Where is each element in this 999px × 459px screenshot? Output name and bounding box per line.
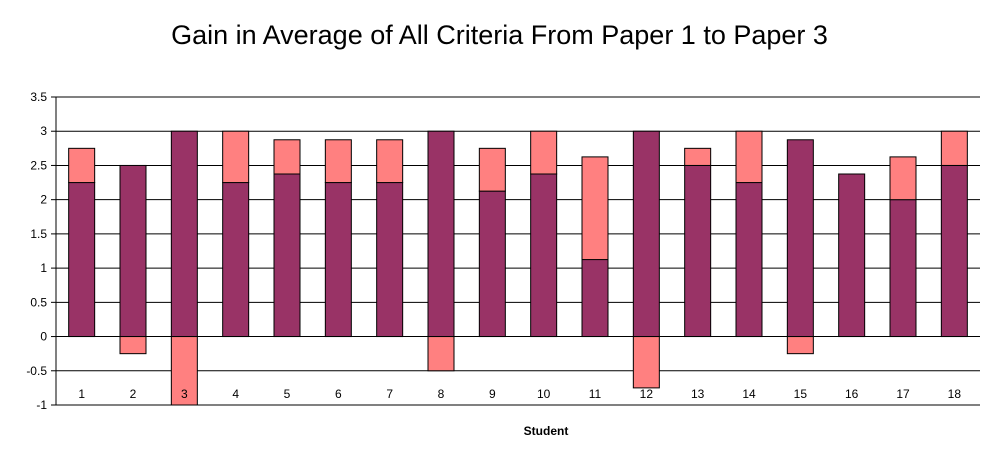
bar-base: [940, 164, 968, 338]
bar-base: [530, 173, 558, 338]
x-tick-label: 3: [181, 387, 188, 401]
bar-base: [68, 182, 96, 338]
x-tick-label: 5: [284, 387, 291, 401]
bar-gain: [684, 147, 712, 166]
x-tick-label: 15: [794, 387, 808, 401]
y-tick-label: 2.5: [30, 158, 47, 172]
y-tick-label: 1.5: [30, 227, 47, 241]
chart-title: Gain in Average of All Criteria From Pap…: [171, 20, 828, 50]
x-tick-label: 10: [537, 387, 551, 401]
bar-base: [786, 139, 814, 338]
y-tick-label: 3: [40, 124, 47, 138]
bar-base: [119, 164, 147, 338]
bar-gain: [119, 336, 147, 355]
bar-gain: [632, 336, 660, 389]
bar-gain: [786, 336, 814, 355]
bar-base: [324, 182, 352, 338]
x-tick-label: 12: [640, 387, 654, 401]
bar-base: [427, 130, 455, 338]
y-tick-label: -1: [36, 398, 47, 412]
x-tick-label: 11: [589, 387, 602, 401]
bar-gain: [68, 147, 96, 184]
bar-gain: [376, 139, 404, 184]
x-tick-label: 18: [948, 387, 962, 401]
x-tick-label: 7: [386, 387, 393, 401]
bar-gain: [170, 336, 198, 406]
bar-gain: [222, 130, 250, 184]
bar-base: [684, 164, 712, 338]
bar-base: [889, 199, 917, 338]
bar-gain: [478, 147, 506, 192]
bar-base: [170, 130, 198, 338]
x-axis-title: Student: [524, 424, 569, 438]
x-tick-label: 6: [335, 387, 342, 401]
bar-gain: [427, 336, 455, 372]
x-tick-label: 1: [78, 387, 85, 401]
y-tick-label: 0: [40, 330, 47, 344]
bar-base: [581, 259, 609, 338]
x-tick-label: 9: [489, 387, 496, 401]
bar-base: [478, 190, 506, 338]
x-tick-label: 4: [232, 387, 239, 401]
x-tick-label: 17: [896, 387, 910, 401]
bar-base: [273, 173, 301, 338]
y-tick-label: 3.5: [30, 90, 47, 104]
x-tick-label: 8: [438, 387, 445, 401]
bar-base: [838, 173, 866, 338]
bar-gain: [940, 130, 968, 166]
y-tick-label: -0.5: [26, 364, 47, 378]
bar-base: [376, 182, 404, 338]
bar-gain: [324, 139, 352, 184]
bar-gain: [889, 156, 917, 201]
x-tick-label: 2: [130, 387, 137, 401]
bar-gain: [581, 156, 609, 261]
bar-base: [222, 182, 250, 338]
x-tick-label: 14: [742, 387, 756, 401]
x-tick-label: 13: [691, 387, 705, 401]
bar-gain: [735, 130, 763, 184]
y-tick-label: 0.5: [30, 295, 47, 309]
y-tick-label: 2: [40, 193, 47, 207]
x-tick-label: 16: [845, 387, 859, 401]
bar-gain: [530, 130, 558, 175]
bar-base: [735, 182, 763, 338]
bar-gain: [273, 139, 301, 175]
y-tick-label: 1: [40, 261, 47, 275]
bar-base: [632, 130, 660, 338]
